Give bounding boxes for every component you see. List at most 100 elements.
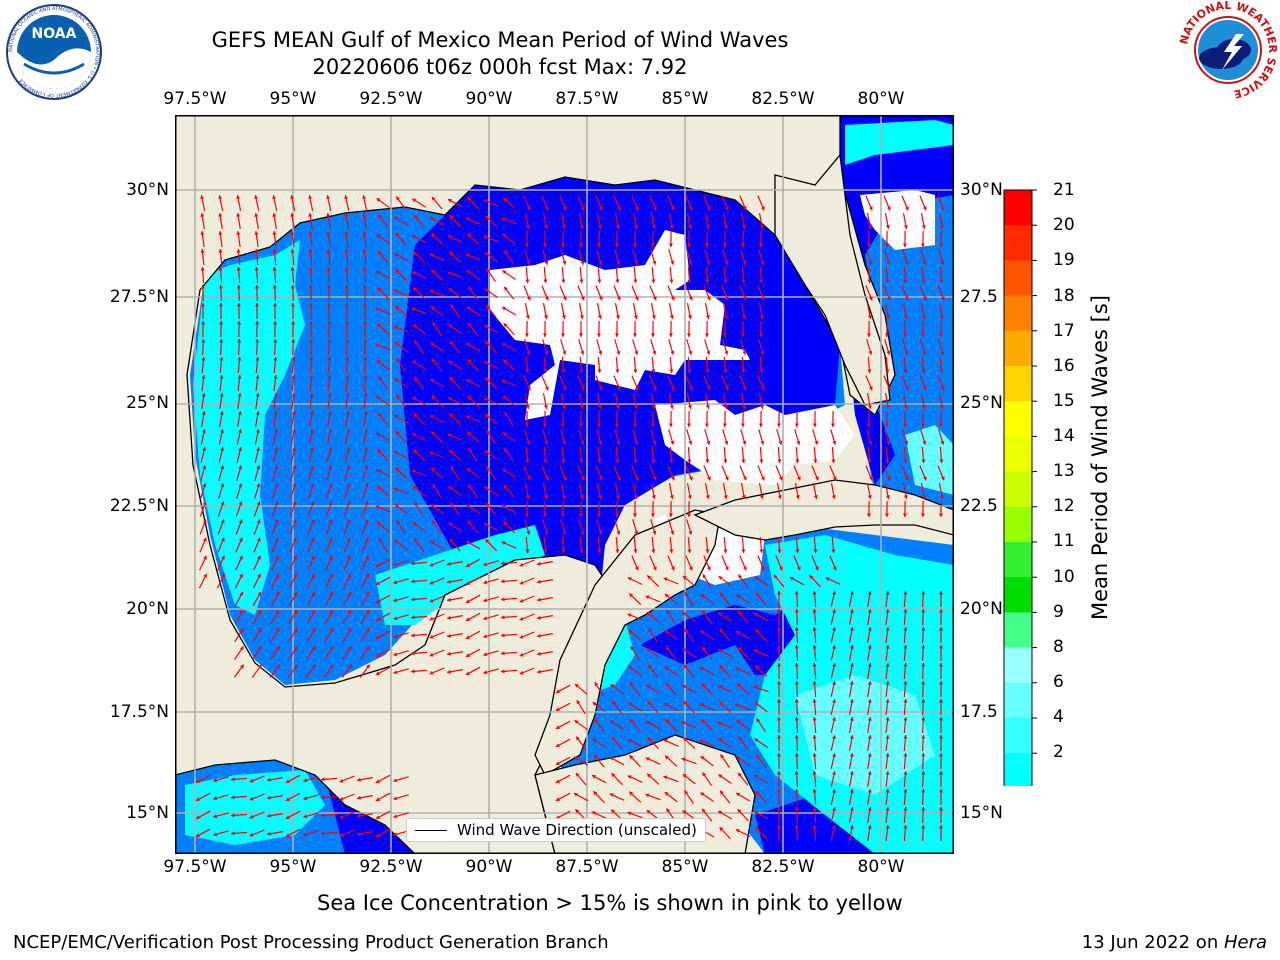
- wind-arrow-head: [903, 645, 908, 649]
- wind-arrow-head: [202, 429, 206, 433]
- wind-arrow-head: [614, 333, 619, 337]
- wind-arrow-head: [831, 549, 836, 553]
- wind-arrow-head: [526, 350, 531, 355]
- wind-arrow-head: [759, 459, 764, 463]
- wind-arrow-head: [940, 350, 945, 355]
- wind-arrow-head: [633, 405, 638, 409]
- wind-arrow-head: [412, 324, 417, 328]
- wind-arrow-head: [903, 753, 908, 757]
- wind-arrow-head: [921, 681, 926, 685]
- wind-arrow-head: [555, 797, 560, 801]
- wind-arrow-head: [629, 755, 634, 760]
- wind-arrow-head: [363, 357, 368, 361]
- wind-arrow-head: [939, 699, 944, 703]
- wind-arrow-head: [702, 772, 707, 777]
- wind-arrow-head: [651, 225, 656, 229]
- wind-arrow-head: [868, 476, 873, 481]
- wind-arrow-head: [903, 459, 908, 463]
- wind-arrow-head: [484, 413, 489, 418]
- wind-arrow-head: [555, 761, 560, 765]
- wind-arrow-head: [395, 232, 400, 237]
- wind-arrow-head: [686, 243, 691, 247]
- wind-arrow-head: [867, 459, 872, 463]
- colorbar-tick: 13: [1053, 461, 1075, 481]
- wind-arrow-head: [393, 814, 398, 819]
- wind-arrow-head: [717, 649, 722, 653]
- wind-arrow-head: [202, 447, 207, 452]
- wind-arrow-head: [525, 225, 530, 229]
- wind-arrow-head: [903, 495, 908, 499]
- lat-tick-left: 17.5°N: [109, 702, 169, 722]
- colorbar: [1003, 189, 1037, 786]
- wind-arrow-head: [272, 195, 277, 199]
- wind-arrow-head: [293, 610, 298, 615]
- wind-arrow-head: [274, 447, 279, 452]
- wind-arrow-head: [922, 350, 927, 355]
- wind-arrow-head: [903, 627, 908, 631]
- wind-arrow-head: [627, 775, 632, 779]
- wind-arrow-head: [758, 333, 763, 337]
- wind-arrow-head: [467, 520, 472, 525]
- wind-arrow-head: [466, 342, 471, 347]
- wind-arrow-head: [758, 243, 763, 247]
- wind-arrow-head: [543, 405, 548, 409]
- wind-arrow-head: [633, 279, 638, 283]
- colorbar-tick: 17: [1053, 321, 1075, 341]
- wind-arrow-head: [447, 199, 452, 203]
- wind-arrow-head: [724, 260, 729, 265]
- wind-arrow-head: [849, 699, 854, 703]
- wind-arrow-head: [868, 296, 873, 301]
- colorbar-segment: [1004, 682, 1032, 719]
- wind-arrow-head: [776, 753, 781, 757]
- wind-arrow-head: [812, 807, 817, 811]
- wind-arrow-head: [431, 431, 436, 436]
- wind-arrow-head: [256, 519, 261, 524]
- wind-arrow-head: [634, 296, 639, 301]
- wind-arrow-head: [688, 386, 693, 391]
- wind-arrow-head: [254, 285, 259, 289]
- wind-arrow-head: [796, 566, 801, 571]
- wind-arrow-head: [274, 429, 278, 433]
- wind-arrow-head: [736, 720, 741, 724]
- wind-arrow-head: [645, 793, 650, 798]
- wind-arrow-head: [705, 549, 710, 553]
- wind-arrow-head: [285, 833, 290, 837]
- wind-arrow-head: [396, 394, 400, 399]
- wind-arrow-head: [394, 216, 399, 221]
- wind-arrow-head: [365, 592, 369, 596]
- wind-arrow-head: [274, 501, 279, 506]
- wind-arrow-head: [885, 753, 890, 757]
- wind-arrow-head: [396, 196, 400, 201]
- wind-arrow-head: [501, 561, 505, 566]
- wind-arrow-head: [598, 386, 603, 391]
- wind-arrow-head: [724, 476, 729, 481]
- wind-arrow-head: [339, 814, 344, 819]
- wind-arrow-head: [483, 199, 488, 203]
- wind-arrow-head: [484, 324, 489, 329]
- wind-arrow-head: [255, 357, 260, 361]
- wind-arrow-head: [293, 628, 298, 633]
- wind-arrow-head: [291, 375, 296, 379]
- wind-arrow-head: [903, 225, 908, 229]
- wind-arrow-head: [357, 831, 361, 836]
- wind-arrow-head: [849, 681, 854, 685]
- wind-arrow-head: [240, 664, 244, 669]
- wind-arrow-head: [310, 501, 315, 506]
- wind-arrow-head: [447, 597, 451, 602]
- wind-arrow-head: [501, 343, 506, 347]
- wind-arrow-head: [753, 613, 758, 617]
- wind-arrow-head: [741, 315, 746, 319]
- wind-arrow-head: [274, 483, 279, 488]
- wind-arrow-head: [346, 519, 351, 524]
- wind-arrow-head: [486, 268, 491, 273]
- wind-arrow-head: [238, 447, 243, 452]
- wind-arrow-head: [429, 652, 434, 657]
- wind-arrow-head: [483, 616, 488, 621]
- lat-tick-left: 30°N: [126, 180, 169, 200]
- wind-arrow-head: [393, 487, 398, 492]
- wind-arrow-head: [615, 315, 620, 319]
- wind-arrow-head: [327, 357, 332, 361]
- wind-arrow-head: [814, 566, 819, 571]
- wind-arrow-head: [483, 523, 488, 527]
- wind-arrow-head: [903, 279, 908, 283]
